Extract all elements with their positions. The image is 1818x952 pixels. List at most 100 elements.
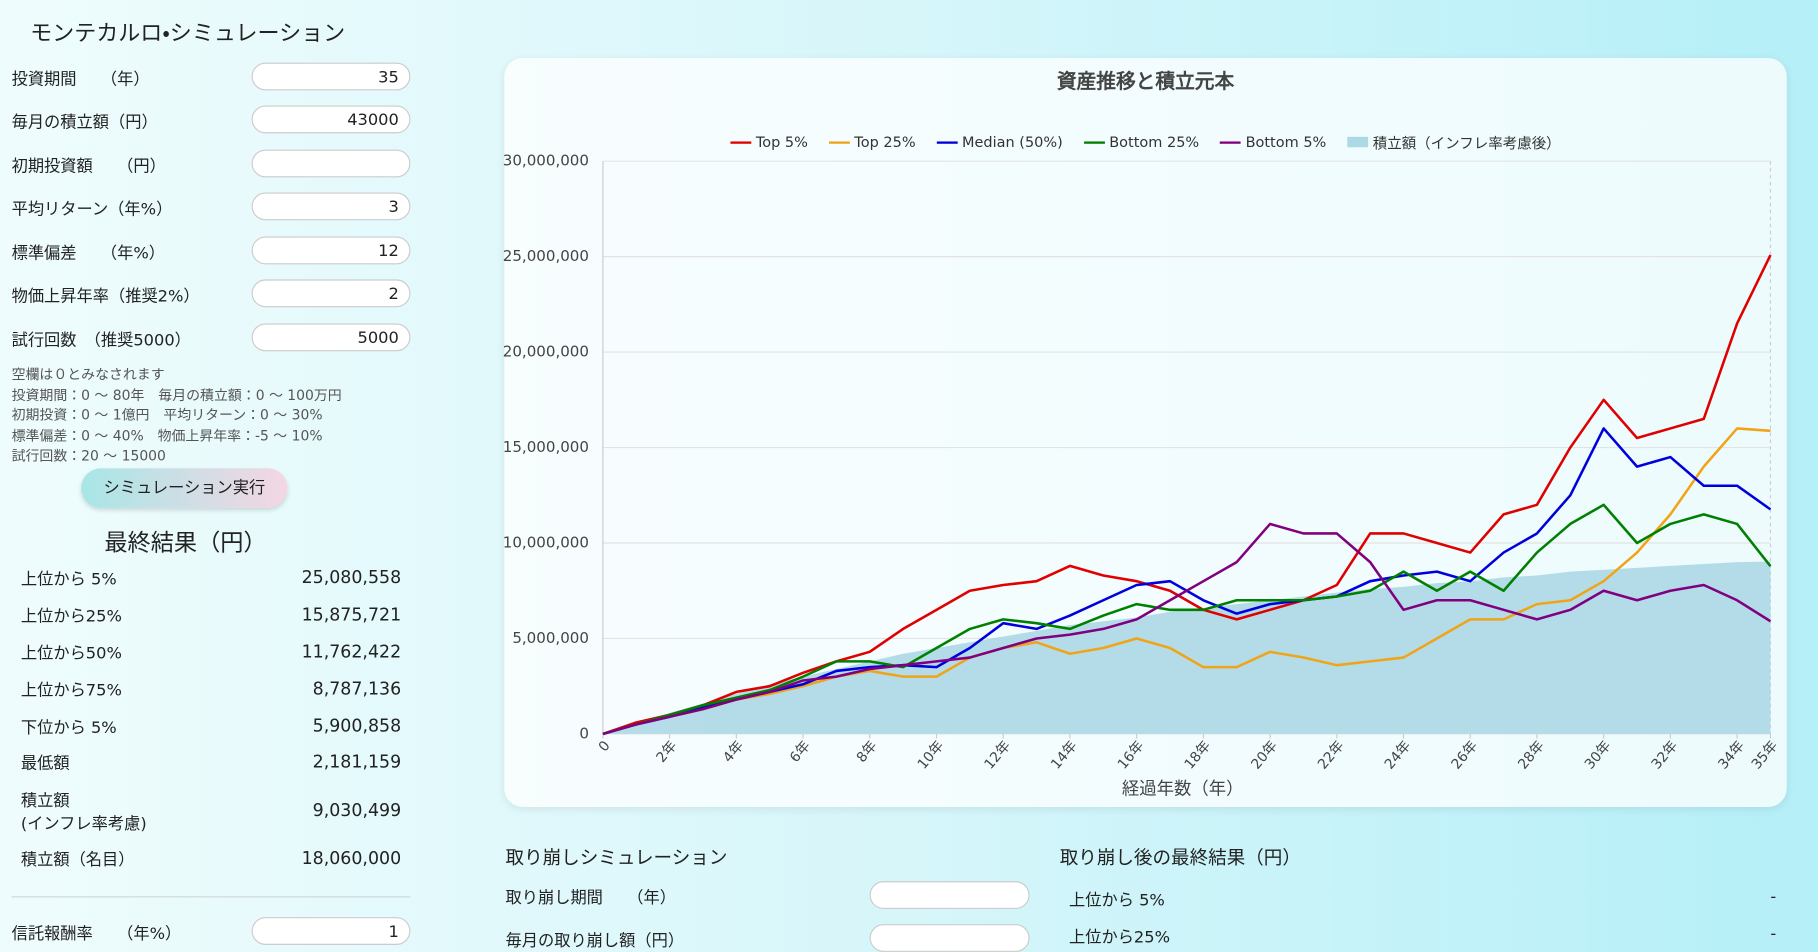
result-value: 2,181,159 <box>312 751 402 773</box>
input-label: 試行回数 （推奨5000） <box>11 331 191 351</box>
input-field[interactable]: 35 <box>251 62 411 91</box>
result-label: 最低額 <box>20 754 70 774</box>
input-field[interactable]: 12 <box>251 236 411 265</box>
x-tick-label: 8年 <box>854 738 881 766</box>
result-label: 上位から75% <box>20 681 122 701</box>
input-field[interactable]: 43000 <box>251 105 411 134</box>
result-label: 積立額 (インフレ率考慮) <box>20 791 147 834</box>
y-tick-label: 25,000,000 <box>503 247 589 265</box>
run-button[interactable]: シミュレーション実行 <box>81 468 288 508</box>
legend-swatch <box>1220 140 1241 144</box>
line <box>602 427 1771 736</box>
chart-title: 資産推移と積立元本 <box>1057 70 1235 93</box>
input-label: 物価上昇年率（推奨2%） <box>11 287 200 307</box>
x-tick-label: 26年 <box>1448 738 1481 773</box>
result-value: 8,787,136 <box>312 678 402 700</box>
line <box>602 503 1772 736</box>
input-field[interactable] <box>869 881 1030 910</box>
legend-item: Top 25% <box>828 131 916 153</box>
line <box>602 522 1772 736</box>
result-label: 積立額（名目） <box>20 851 135 870</box>
y-tick-label: 0 <box>579 724 589 742</box>
x-tick-label: 4年 <box>720 738 747 766</box>
result-label: 上位から50% <box>20 644 122 664</box>
legend-item: Bottom 25% <box>1083 131 1200 153</box>
note-line: 投資期間：0 〜 80年 毎月の積立額：0 〜 100万円 <box>11 386 342 403</box>
x-tick-label: 10年 <box>915 738 948 773</box>
legend-swatch <box>730 140 752 144</box>
x-tick-label: 18年 <box>1182 738 1215 773</box>
x-tick-label: 2年 <box>654 738 681 766</box>
x-tick-label: 32年 <box>1649 738 1682 773</box>
note-line: 初期投資：0 〜 1億円 平均リターン：0 〜 30% <box>11 406 323 424</box>
result-label: 上位から25% <box>20 607 122 627</box>
x-tick-label: 30年 <box>1582 738 1615 773</box>
result-label: 上位から 5% <box>1069 891 1165 911</box>
input-label: 毎月の取り崩し額（円） <box>505 932 685 951</box>
input-label: 初期投資額 （円） <box>11 157 166 177</box>
note-line: 試行回数：20 〜 15000 <box>11 447 166 464</box>
x-tick-label: 34年 <box>1715 738 1748 773</box>
input-label: 投資期間 （年） <box>11 70 150 90</box>
result-value: - <box>1770 888 1777 907</box>
y-tick-label: 20,000,000 <box>503 343 589 361</box>
x-tick-label: 12年 <box>981 738 1014 773</box>
legend-item: Bottom 5% <box>1220 131 1326 153</box>
divider <box>11 896 411 898</box>
x-tick-label: 28年 <box>1515 738 1548 773</box>
legend-item: Median (50%) <box>936 131 1063 153</box>
legend-label: Median (50%) <box>961 133 1063 151</box>
line <box>602 254 1772 736</box>
input-field[interactable]: 2 <box>251 279 411 308</box>
x-axis-label: 経過年数（年） <box>1122 780 1244 800</box>
input-field[interactable]: 3 <box>251 192 411 221</box>
result-value: 9,030,499 <box>312 800 402 821</box>
result-value: 15,875,721 <box>301 604 402 625</box>
input-label: 平均リターン（年%） <box>11 200 173 220</box>
legend-label: Top 5% <box>755 133 808 151</box>
result-label: 上位から 5% <box>20 570 117 589</box>
result-value: 18,060,000 <box>301 847 402 869</box>
legend: Top 5% Top 25% Median (50%) Bottom 25% Botto… <box>504 131 1786 153</box>
input-label: 毎月の積立額（円） <box>11 113 158 133</box>
result-value: 11,762,422 <box>301 641 402 663</box>
legend-swatch <box>828 140 850 144</box>
fee-label: 信託報酬率 （年%） <box>11 925 182 944</box>
legend-swatch <box>1347 136 1369 148</box>
withdraw-results-title: 取り崩し後の最終結果（円） <box>1059 846 1301 869</box>
area <box>602 561 1771 734</box>
legend-label: Top 25% <box>854 133 916 151</box>
legend-item: 積立額（インフレ率考慮後） <box>1347 131 1561 153</box>
x-tick-label: 16年 <box>1115 738 1148 773</box>
result-label: 下位から 5% <box>20 718 117 738</box>
legend-swatch <box>1083 140 1105 144</box>
input-label: 標準偏差 （年%） <box>11 244 166 264</box>
y-tick-label: 5,000,000 <box>512 629 589 647</box>
input-field[interactable] <box>869 924 1030 952</box>
note-line: 空欄は０とみなされます <box>11 366 165 383</box>
fee-input[interactable]: 1 <box>251 917 411 945</box>
legend-item: Top 5% <box>730 131 808 153</box>
x-tick-label: 35年 <box>1749 738 1782 773</box>
x-tick-label: 6年 <box>787 738 814 766</box>
result-value: - <box>1770 925 1777 944</box>
legend-label: 積立額（インフレ率考慮後） <box>1372 134 1561 152</box>
legend-swatch <box>936 140 958 144</box>
x-tick-label: 20年 <box>1248 738 1281 773</box>
y-tick-label: 10,000,000 <box>503 534 589 552</box>
x-tick-label: 22年 <box>1315 738 1348 773</box>
input-field[interactable]: 5000 <box>251 323 411 352</box>
input-label: 取り崩し期間 （年） <box>505 889 676 908</box>
page-title: モンテカルロ・シミュレーション <box>30 20 346 47</box>
y-tick-label: 30,000,000 <box>503 152 589 170</box>
x-tick-label: 24年 <box>1382 738 1415 773</box>
input-field[interactable] <box>251 149 411 178</box>
result-label: 上位から25% <box>1069 928 1171 948</box>
withdraw-title: 取り崩しシミュレーション <box>505 846 728 869</box>
legend-label: Bottom 25% <box>1109 133 1200 151</box>
note-line: 標準偏差：0 〜 40% 物価上昇年率：-5 〜 10% <box>11 427 323 444</box>
legend-label: Bottom 5% <box>1245 133 1327 151</box>
